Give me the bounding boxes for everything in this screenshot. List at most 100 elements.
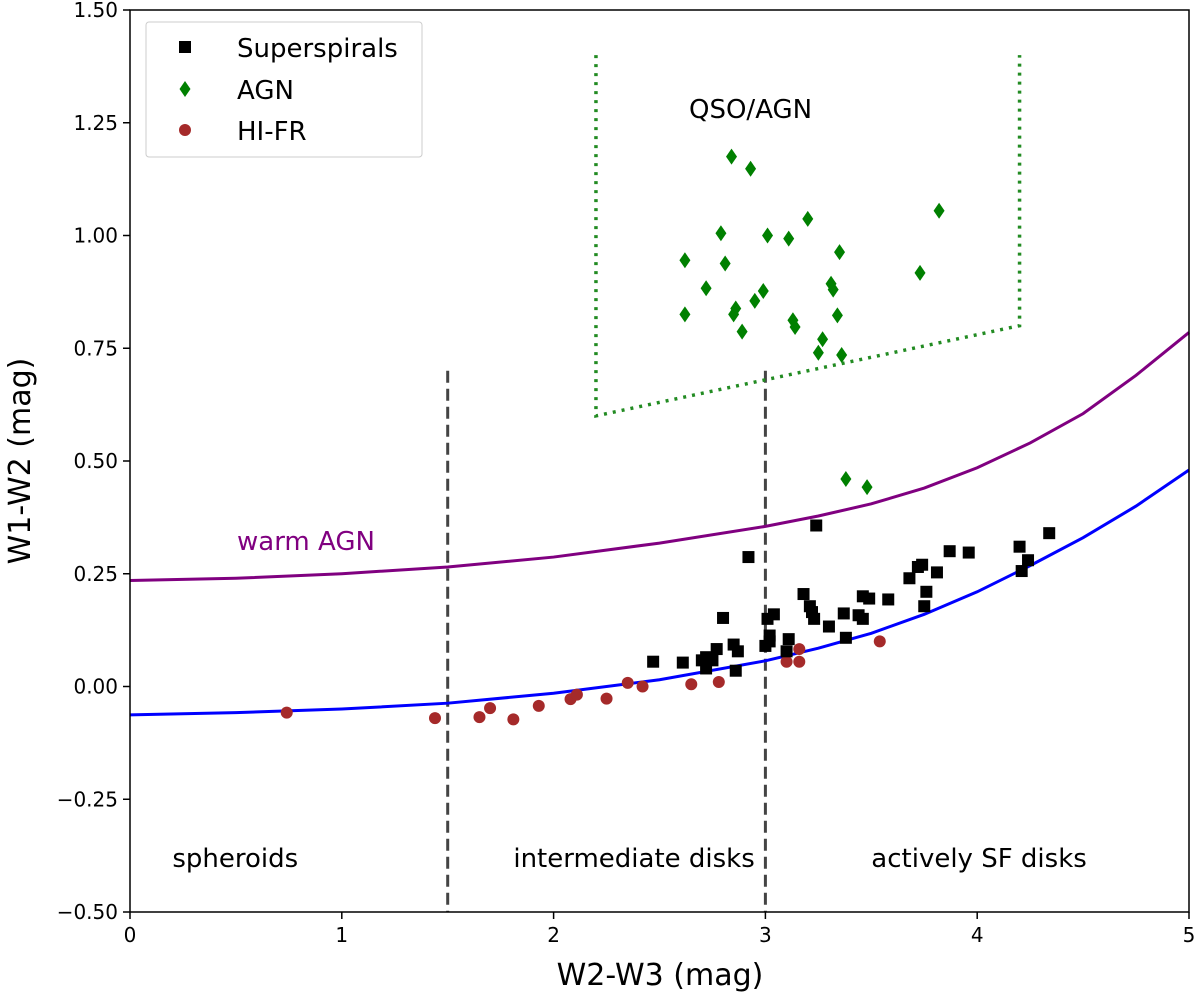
region-annotation: actively SF disks [871,844,1087,874]
superspiral-point [782,633,795,646]
superspiral-point [1015,565,1028,578]
superspiral-point [647,655,660,668]
x-tick-label: 2 [547,923,560,947]
hi-fr-point [484,702,497,715]
superspiral-point [943,545,956,558]
superspiral-point [863,592,876,605]
superspiral-point [763,635,776,648]
blue-curve [129,468,1190,717]
annotations: QSO/AGN spheroids intermediate disks active… [172,95,1086,874]
agn-point [802,210,814,227]
superspiral-point [731,645,744,658]
y-tick-label: −0.50 [57,900,118,924]
legend-marker-hi-fr [179,124,191,136]
superspiral-point [1022,554,1035,567]
legend-marker-superspirals [179,41,191,53]
hi-fr-point [428,712,441,725]
superspiral-point [839,631,852,644]
region-annotation: spheroids [172,844,298,874]
hi-fr-point [507,713,520,726]
superspiral-point [1043,527,1056,540]
x-tick-label: 5 [1183,923,1196,947]
y-tick-label: 1.25 [73,111,118,135]
superspiral-point [962,546,975,559]
hi-fr-point [636,680,649,693]
agn-point [730,300,742,317]
x-tick-label: 3 [759,923,772,947]
agn-point [700,280,712,297]
superspiral-point [717,611,730,624]
hi-fr-point [780,655,793,668]
superspiral-point [810,519,823,532]
superspiral-point [710,643,723,656]
agn-point [861,479,873,496]
agn-point [757,282,769,299]
agn-point [736,323,748,340]
hi-fr-point [570,688,583,701]
agn-point [789,319,801,336]
hi-fr-point [600,692,613,705]
agn-point [817,331,829,348]
y-tick-label: 0.50 [73,449,118,473]
agn-point [715,225,727,242]
agn-point [836,347,848,364]
superspiral-point [808,612,821,625]
region-annotation: intermediate disks [513,844,754,874]
superspiral-point [822,620,835,633]
agn-point [834,244,846,261]
superspiral-point [916,558,929,571]
x-axis-ticks: 0 1 2 3 4 5 [124,912,1196,947]
legend-label: Superspirals [237,34,398,64]
qso-agn-region-boundary [594,55,1022,419]
agn-point [914,264,926,281]
x-axis-label: W2-W3 (mag) [557,958,764,993]
hi-fr-point [473,711,486,724]
superspiral-point [797,588,810,601]
y-tick-label: 1.00 [73,224,118,248]
superspiral-point [729,664,742,677]
y-axis-ticks: −0.50 −0.25 0.00 0.25 0.50 0.75 1.00 1.25 1.50 [57,0,130,924]
superspiral-point [767,608,780,621]
agn-point [726,148,738,165]
hi-fr-point [873,635,886,648]
x-tick-label: 0 [124,923,137,947]
superspiral-point [930,566,943,579]
agn-point [783,230,795,247]
agn-point [840,471,852,488]
legend-label: HI-FR [237,117,307,147]
agn-point [745,160,757,177]
agn-point [827,281,839,298]
superspiral-point [903,572,916,585]
y-tick-label: −0.25 [57,787,118,811]
region-annotation: QSO/AGN [689,95,812,125]
hi-fr-point [793,655,806,668]
agn-point [812,344,824,361]
superspiral-point [918,600,931,613]
plot-area: warm AGN [129,55,1190,912]
hi-fr-point [712,675,725,688]
superspiral-point [1013,540,1026,553]
y-tick-label: 0.75 [73,336,118,360]
legend-label: AGN [237,76,294,106]
y-tick-label: 1.50 [73,0,118,22]
hi-fr-point [532,699,545,712]
legend: Superspirals AGN HI-FR [145,21,423,158]
superspiral-point [676,656,689,669]
legend-marker-agn [179,81,191,97]
superspiral-point [837,607,850,620]
x-tick-label: 1 [335,923,348,947]
agn-point [679,306,691,323]
warm-agn-curve [129,331,1190,583]
y-axis-label: W1-W2 (mag) [3,358,38,565]
hi-fr-point [621,676,634,689]
agn-point [762,227,774,244]
superspiral-point [742,551,755,564]
legend-box [145,21,423,158]
agn-point [719,255,731,272]
superspiral-point [856,612,869,625]
agn-point [749,292,761,309]
x-tick-label: 4 [971,923,984,947]
hi-fr-point [685,678,698,691]
agn-point [679,252,691,269]
